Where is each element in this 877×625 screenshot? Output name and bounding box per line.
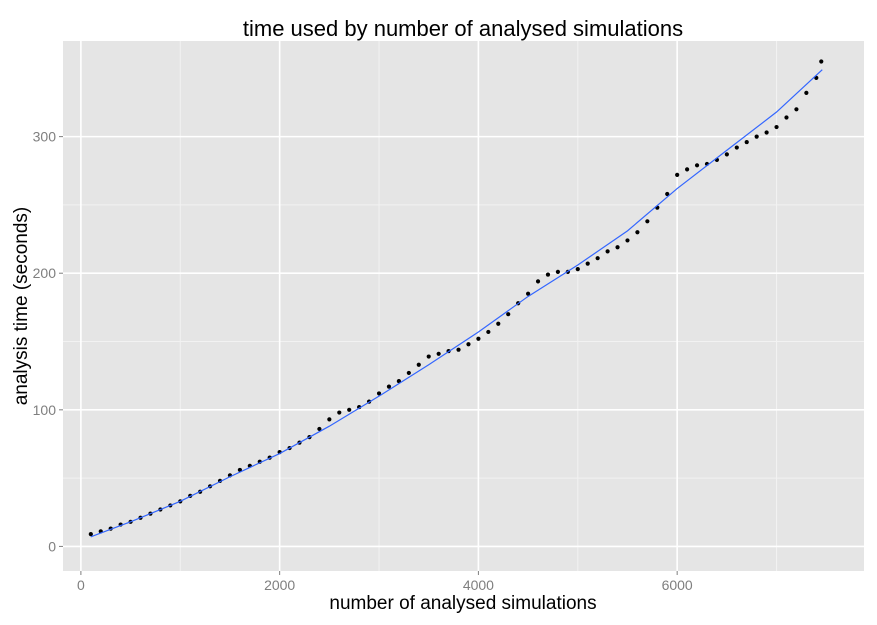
data-point xyxy=(615,245,620,250)
y-tick-label: 100 xyxy=(33,402,57,418)
data-point xyxy=(496,321,501,326)
data-point xyxy=(337,410,342,415)
data-point xyxy=(376,391,382,396)
data-point xyxy=(535,279,541,284)
data-point xyxy=(585,261,590,266)
data-point xyxy=(665,191,670,197)
data-point xyxy=(819,59,824,64)
y-axis-title: analysis time (seconds) xyxy=(11,207,32,406)
data-point xyxy=(784,115,789,120)
data-point xyxy=(416,362,421,367)
y-tick-label: 300 xyxy=(33,129,57,145)
data-point xyxy=(396,379,401,384)
data-point xyxy=(685,167,690,172)
trend-line xyxy=(90,69,823,538)
data-point xyxy=(645,219,650,224)
data-point xyxy=(724,152,729,157)
data-point xyxy=(555,269,561,274)
data-point xyxy=(386,384,392,389)
data-point xyxy=(466,342,471,347)
data-point xyxy=(605,249,610,254)
data-point xyxy=(506,312,511,317)
plot-panel xyxy=(63,41,864,571)
data-point xyxy=(794,107,799,112)
x-tick-label: 0 xyxy=(77,577,85,593)
data-point xyxy=(635,230,640,235)
data-point xyxy=(575,267,580,272)
data-point xyxy=(694,163,700,168)
data-point xyxy=(526,291,531,296)
data-point xyxy=(545,272,551,277)
y-axis-ticks: 0 100 200 300 xyxy=(33,129,63,554)
data-point xyxy=(436,351,441,356)
major-grid xyxy=(63,41,864,571)
data-point xyxy=(764,130,769,135)
y-tick-label: 200 xyxy=(33,265,57,281)
data-point xyxy=(675,172,680,177)
data-point xyxy=(754,134,759,139)
data-point xyxy=(804,90,809,96)
data-point xyxy=(625,238,630,243)
x-tick-label: 6000 xyxy=(662,577,693,593)
data-point xyxy=(317,426,322,432)
data-point xyxy=(456,347,461,352)
data-point xyxy=(774,124,779,130)
scatter-points xyxy=(88,59,824,537)
data-point xyxy=(476,336,481,341)
data-point xyxy=(744,139,749,145)
data-point xyxy=(88,532,93,537)
data-point xyxy=(426,354,431,359)
x-axis-ticks: 0 2000 4000 6000 xyxy=(77,571,693,593)
data-point xyxy=(734,145,739,150)
data-point xyxy=(595,256,600,261)
x-axis-title: number of analysed simulations xyxy=(329,593,596,614)
y-tick-label: 0 xyxy=(48,538,56,554)
trend-line-layer xyxy=(90,69,823,538)
data-point xyxy=(486,329,491,335)
data-point xyxy=(347,407,352,412)
data-point xyxy=(327,417,332,422)
data-point xyxy=(406,370,411,376)
x-tick-label: 2000 xyxy=(264,577,295,593)
chart-title: time used by number of analysed simulati… xyxy=(243,16,683,41)
x-tick-label: 4000 xyxy=(463,577,494,593)
